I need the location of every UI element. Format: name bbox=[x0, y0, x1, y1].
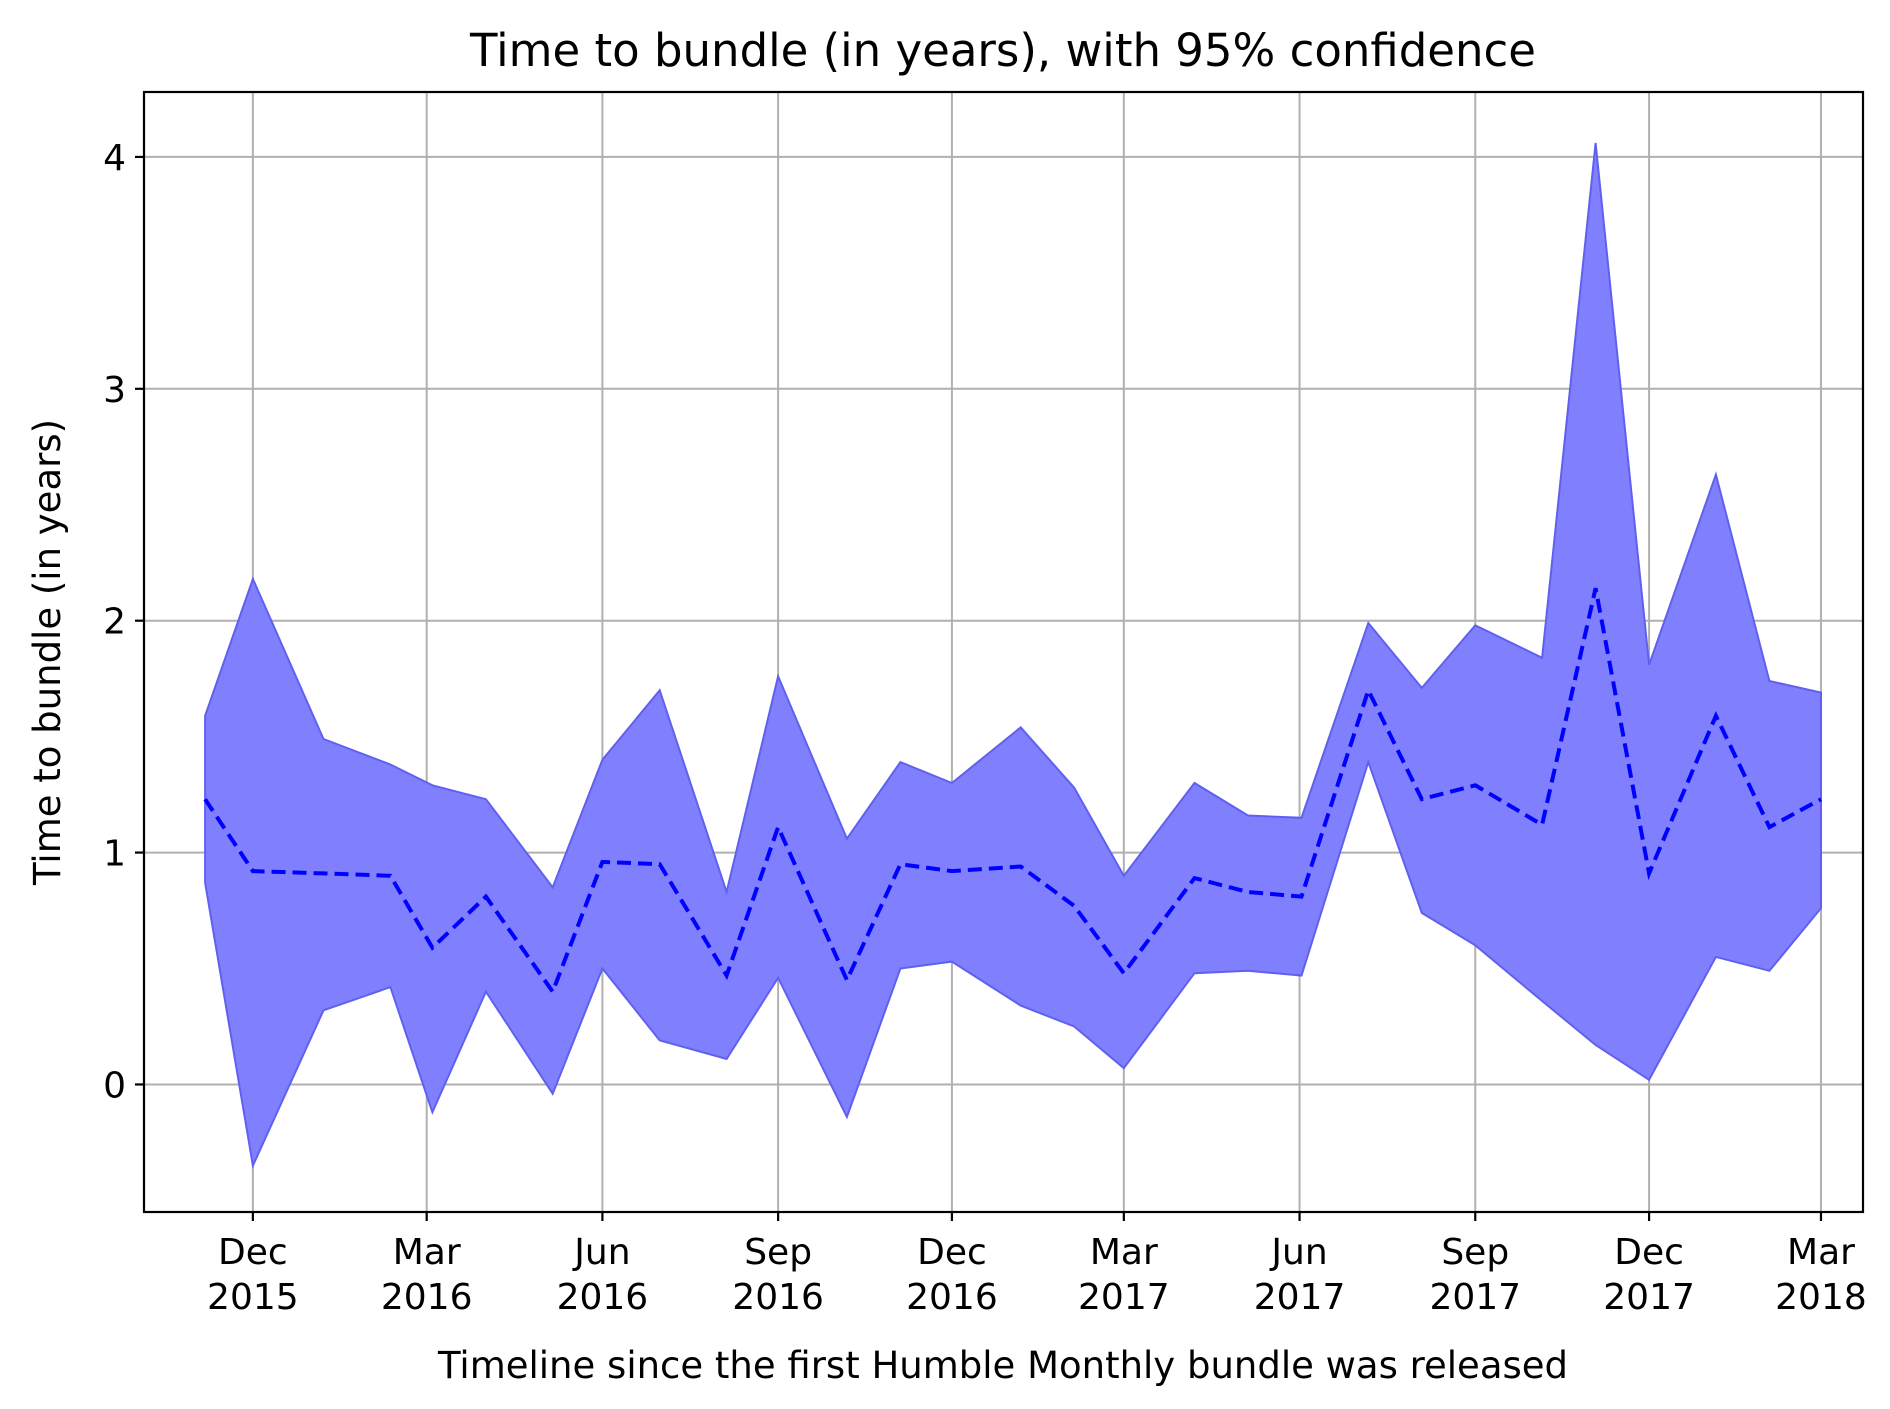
x-tick-label-month: Sep bbox=[744, 1232, 812, 1273]
x-tick-label-year: 2016 bbox=[732, 1277, 824, 1318]
x-tick-label-month: Jun bbox=[1269, 1232, 1327, 1273]
y-axis-label: Time to bundle (in years) bbox=[26, 419, 69, 886]
plot-frame bbox=[142, 90, 1865, 1214]
x-tick-label-month: Mar bbox=[393, 1232, 461, 1273]
y-tick-label: 4 bbox=[103, 138, 126, 179]
x-tick-label-month: Dec bbox=[917, 1232, 987, 1273]
x-tick-label-year: 2015 bbox=[207, 1277, 299, 1318]
mean-line bbox=[203, 587, 1822, 996]
x-tick-label-year: 2018 bbox=[1775, 1277, 1867, 1318]
x-tick-label-month: Sep bbox=[1441, 1232, 1509, 1273]
x-tick-label-year: 2017 bbox=[1429, 1277, 1521, 1318]
y-tick-label: 3 bbox=[103, 370, 126, 411]
x-tick-label-year: 2017 bbox=[1078, 1277, 1170, 1318]
confidence-band bbox=[204, 142, 1822, 1169]
y-tick-label: 0 bbox=[103, 1065, 126, 1106]
x-tick-label-month: Dec bbox=[218, 1232, 288, 1273]
x-tick-label-year: 2016 bbox=[557, 1277, 649, 1318]
y-tick-label: 1 bbox=[103, 834, 126, 875]
x-tick-label-year: 2017 bbox=[1254, 1277, 1346, 1318]
x-axis-label: Timeline since the first Humble Monthly … bbox=[437, 1344, 1568, 1387]
x-tick-label-month: Mar bbox=[1787, 1232, 1855, 1273]
x-tick-label-month: Dec bbox=[1614, 1232, 1684, 1273]
x-tick-label-year: 2016 bbox=[906, 1277, 998, 1318]
y-tick-label: 2 bbox=[103, 602, 126, 643]
axis-ticks: 01234Dec2015Mar2016Jun2016Sep2016Dec2016… bbox=[103, 138, 1867, 1318]
x-tick-label-year: 2017 bbox=[1603, 1277, 1695, 1318]
x-tick-label-month: Jun bbox=[572, 1232, 630, 1273]
x-tick-label-month: Mar bbox=[1090, 1232, 1158, 1273]
x-tick-label-year: 2016 bbox=[381, 1277, 473, 1318]
chart-title: Time to bundle (in years), with 95% conf… bbox=[469, 24, 1536, 77]
